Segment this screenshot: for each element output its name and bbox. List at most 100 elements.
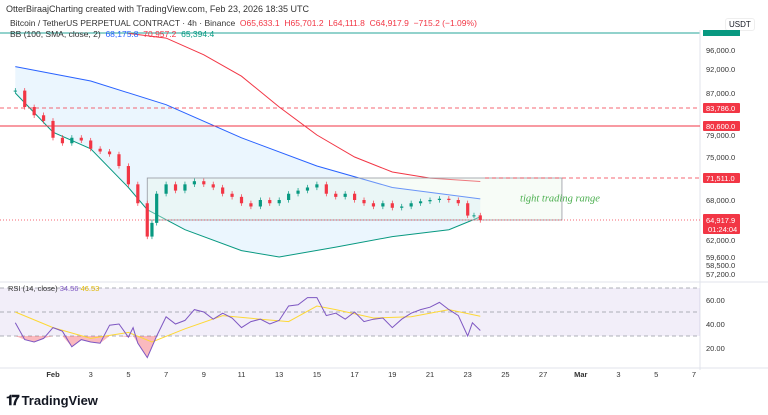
candle-body bbox=[126, 166, 130, 185]
bb-legend[interactable]: BB (100, SMA, close, 2) 68,175.8 70,957.… bbox=[10, 29, 477, 40]
ohlc-open: O65,633.1 bbox=[239, 18, 280, 28]
candle-body bbox=[334, 193, 338, 197]
bb-lower-line bbox=[14, 92, 481, 258]
x-tick: 7 bbox=[164, 370, 168, 379]
symbol-line: Bitcoin / TetherUS PERPETUAL CONTRACT · … bbox=[10, 18, 477, 29]
tradingview-logo-icon: 𝟏𝟕 bbox=[6, 392, 20, 408]
candle-body bbox=[287, 193, 291, 200]
price-tick: 87,000.0 bbox=[706, 89, 735, 98]
price-tick: 68,000.0 bbox=[706, 196, 735, 205]
x-tick: 11 bbox=[238, 370, 246, 379]
tradingview-logo[interactable]: 𝟏𝟕 TradingView bbox=[6, 392, 98, 409]
price-level-label: 83,786.0 bbox=[706, 104, 735, 113]
x-tick: 17 bbox=[350, 370, 358, 379]
candle-body bbox=[381, 203, 385, 207]
candle-body bbox=[400, 206, 404, 208]
price-tick: 59,600.0 bbox=[706, 253, 735, 262]
price-chart[interactable]: tight trading range 96,000.0 92,000.0 87,00… bbox=[0, 0, 768, 390]
range-annotation: tight trading range bbox=[520, 194, 600, 205]
candle-body bbox=[478, 215, 482, 220]
price-level-label: 64,917.9 bbox=[706, 216, 735, 225]
rsi-ma-value: 46.53 bbox=[80, 284, 100, 293]
candle-body bbox=[466, 203, 470, 216]
ohlc-low: L64,111.8 bbox=[328, 18, 365, 28]
candle-body bbox=[390, 203, 394, 208]
candle-countdown: 01:24:04 bbox=[708, 225, 737, 234]
price-tick: 92,000.0 bbox=[706, 65, 735, 74]
brand-name: TradingView bbox=[21, 393, 98, 408]
rsi-tick: 60.00 bbox=[706, 296, 725, 305]
price-level-label: 71,511.0 bbox=[706, 174, 735, 183]
price-tick: 96,000.0 bbox=[706, 46, 735, 55]
x-tick: 9 bbox=[202, 370, 206, 379]
candle-body bbox=[79, 137, 83, 141]
x-tick: 25 bbox=[501, 370, 509, 379]
chart-credit: OtterBiraajCharting created with Trading… bbox=[6, 4, 309, 14]
candle-body bbox=[51, 120, 55, 138]
x-tick: 27 bbox=[539, 370, 547, 379]
candle-body bbox=[60, 137, 65, 144]
rsi-line bbox=[14, 297, 481, 359]
x-tick: 3 bbox=[89, 370, 93, 379]
candle-body bbox=[98, 148, 102, 152]
rsi-tick: 20.00 bbox=[706, 344, 725, 353]
bb-upper-line bbox=[128, 32, 481, 182]
x-tick: 13 bbox=[275, 370, 283, 379]
symbol-title[interactable]: Bitcoin / TetherUS PERPETUAL CONTRACT · … bbox=[10, 18, 236, 28]
rsi-label: RSI (14, close) bbox=[8, 284, 58, 293]
bb-lower-value: 65,394.4 bbox=[181, 29, 215, 39]
rsi-oversold-fill bbox=[15, 336, 481, 358]
price-tick: 57,200.0 bbox=[706, 270, 735, 279]
candle-body bbox=[249, 203, 253, 207]
bb-label: BB (100, SMA, close, 2) bbox=[10, 29, 101, 39]
price-tick: 79,000.0 bbox=[706, 131, 735, 140]
candle-body bbox=[315, 184, 319, 188]
x-tick: Mar bbox=[574, 370, 587, 379]
x-tick: Feb bbox=[46, 370, 60, 379]
candle-body bbox=[343, 193, 347, 197]
bb-basis-line bbox=[15, 66, 481, 200]
ohlc-change: −715.2 (−1.09%) bbox=[413, 18, 477, 28]
rsi-legend[interactable]: RSI (14, close) 34.56 46.53 bbox=[8, 284, 99, 293]
candle-body bbox=[13, 90, 17, 92]
x-tick: 23 bbox=[464, 370, 472, 379]
candle-body bbox=[409, 203, 413, 207]
price-pane bbox=[0, 30, 700, 282]
candle-body bbox=[32, 107, 36, 116]
bb-fill bbox=[15, 66, 481, 257]
price-label-bg bbox=[703, 173, 740, 183]
candle-body bbox=[258, 200, 262, 207]
x-tick: 19 bbox=[388, 370, 396, 379]
candle-body bbox=[296, 190, 300, 194]
x-tick: 7 bbox=[692, 370, 696, 379]
top-price-label bbox=[703, 30, 740, 36]
candle-body bbox=[164, 184, 168, 194]
candle-body bbox=[324, 184, 328, 194]
candle-body bbox=[155, 193, 159, 223]
candle-body bbox=[145, 203, 149, 237]
candle-body bbox=[107, 151, 112, 155]
chart-legend: Bitcoin / TetherUS PERPETUAL CONTRACT · … bbox=[10, 18, 477, 40]
x-tick: 5 bbox=[654, 370, 658, 379]
candle-body bbox=[192, 181, 196, 185]
candle-body bbox=[437, 198, 442, 200]
candle-body bbox=[136, 184, 140, 204]
candle-body bbox=[23, 90, 27, 108]
candle-body bbox=[456, 200, 460, 204]
candle-body bbox=[353, 193, 357, 200]
candle-body bbox=[221, 187, 225, 194]
candle-body bbox=[211, 184, 215, 188]
candle-body bbox=[268, 200, 272, 204]
candle-body bbox=[362, 200, 366, 204]
candle-body bbox=[418, 201, 423, 204]
candle-body bbox=[150, 222, 154, 237]
candle-body bbox=[117, 154, 121, 167]
candle-body bbox=[472, 215, 476, 217]
candle-body bbox=[202, 181, 206, 185]
rsi-tick: 40.00 bbox=[706, 320, 725, 329]
candle-body bbox=[428, 200, 432, 202]
candle-body bbox=[371, 203, 376, 207]
price-label-bg bbox=[703, 103, 740, 113]
x-tick: 5 bbox=[126, 370, 130, 379]
ohlc-high: H65,701.2 bbox=[284, 18, 324, 28]
